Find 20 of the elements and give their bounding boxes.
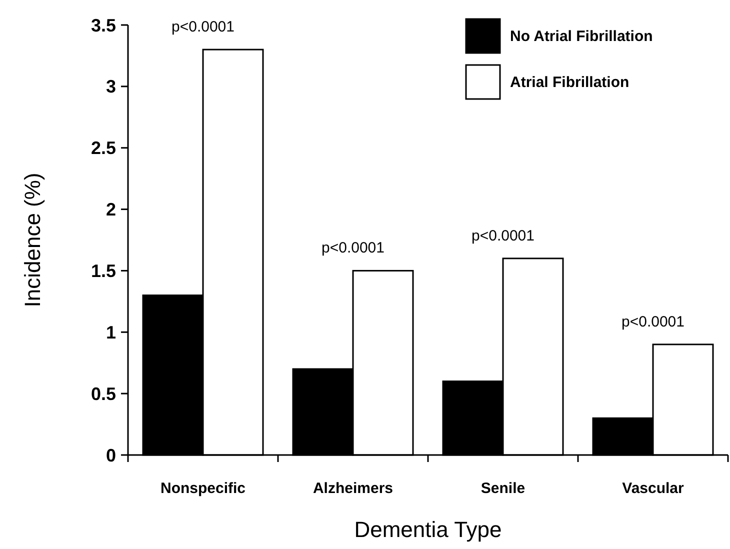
- x-axis-title: Dementia Type: [354, 517, 502, 542]
- y-tick-label: 3.5: [90, 15, 116, 36]
- legend-label: No Atrial Fibrillation: [510, 28, 653, 45]
- annotation: p<0.0001: [472, 227, 534, 244]
- annotation: p<0.0001: [172, 18, 234, 36]
- x-tick-label: Alzheimers: [312, 480, 394, 497]
- y-tick-label: 1.5: [90, 261, 116, 282]
- legend-label: Atrial Fibrillation: [510, 74, 630, 91]
- y-tick-label: 2.5: [90, 138, 116, 158]
- y-tick-label: 1: [106, 322, 116, 342]
- y-axis-title: Incidence (%): [20, 172, 45, 308]
- y-tick-label: 0: [106, 445, 116, 466]
- x-tick-label: Nonspecific: [160, 480, 246, 497]
- x-tick-label: Vascular: [622, 480, 684, 497]
- x-tick-label: Senile: [480, 480, 526, 497]
- annotation: p<0.0001: [322, 240, 384, 257]
- y-tick-label: 2: [106, 200, 116, 220]
- y-tick-label: 0.5: [90, 384, 116, 404]
- y-tick-label: 3: [106, 76, 116, 97]
- annotation: p<0.0001: [622, 313, 684, 330]
